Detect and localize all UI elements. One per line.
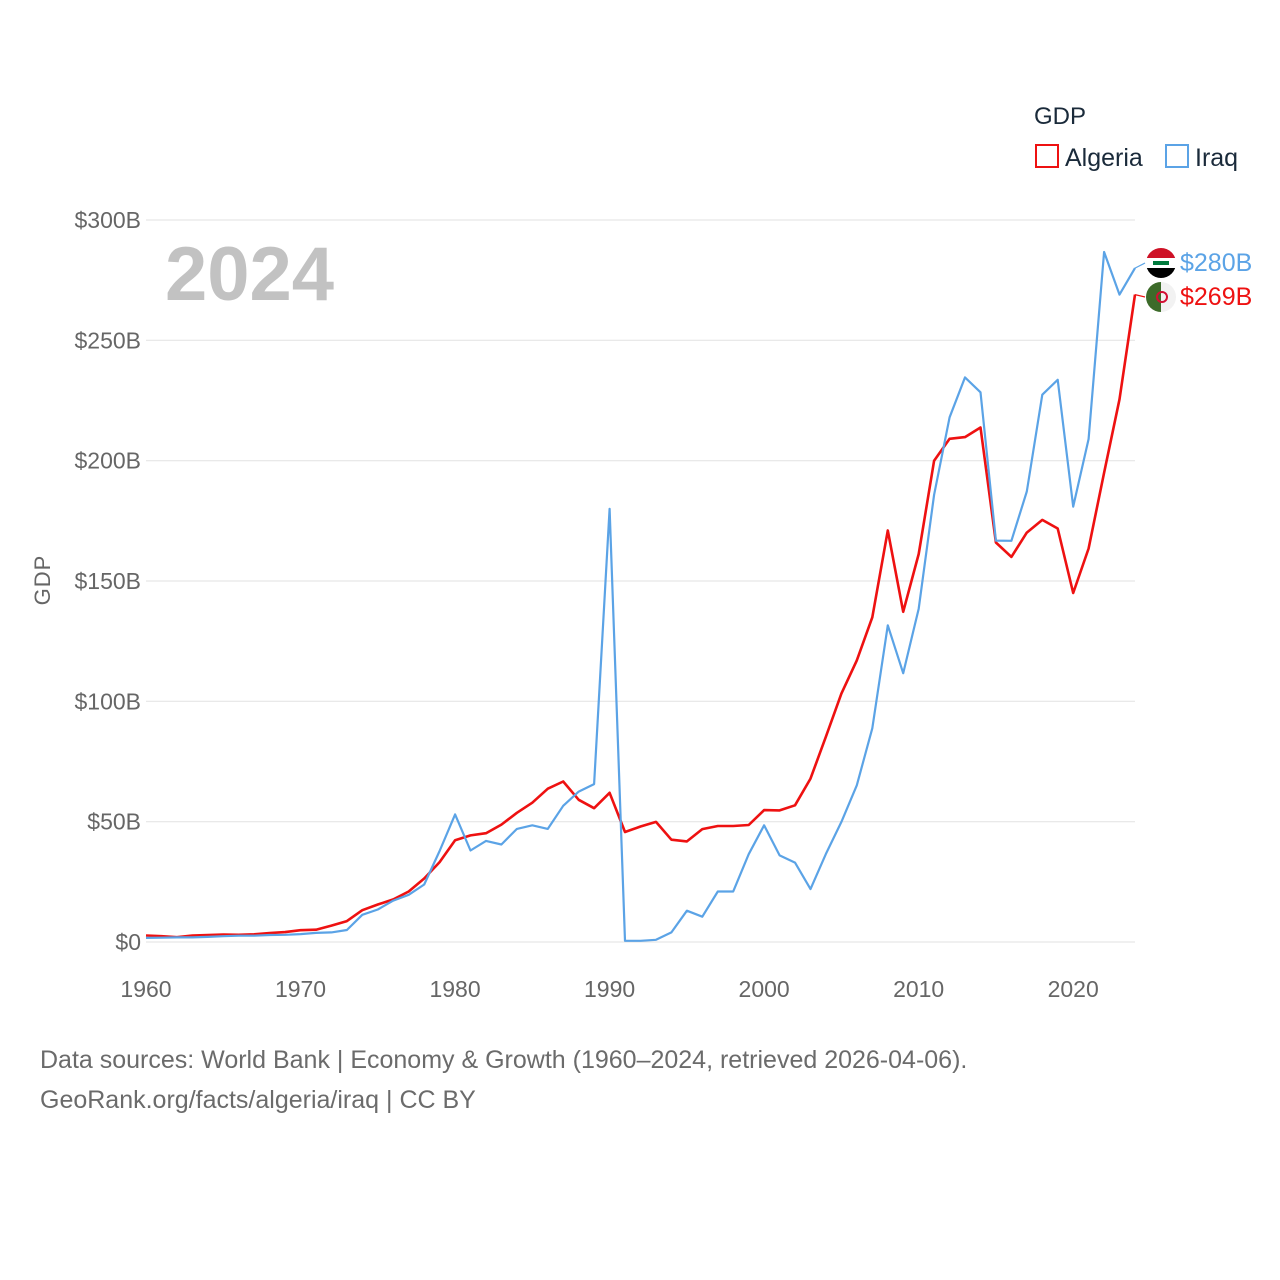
end-markers: $269B $280B — [1134, 248, 1252, 312]
grid-lines — [146, 219, 1135, 943]
legend-item-algeria[interactable]: Algeria — [1035, 144, 1143, 172]
end-connector-algeria — [1134, 294, 1146, 298]
x-tick-label: 2010 — [893, 976, 944, 1002]
y-tick-label: $100B — [74, 688, 141, 714]
end-value-label-iraq: $280B — [1180, 249, 1252, 277]
y-tick-label: $200B — [74, 448, 141, 474]
footer-sources: Data sources: World Bank | Economy & Gro… — [40, 1046, 968, 1074]
series-lines — [145, 250, 1137, 942]
x-tick-label: 1970 — [275, 976, 326, 1002]
x-tick-label: 2000 — [739, 976, 790, 1002]
legend: GDP Algeria Iraq — [1034, 103, 1238, 172]
year-watermark: 2024 — [165, 232, 334, 317]
legend-title: GDP — [1034, 103, 1086, 130]
y-axis-ticks: $0 $50B $100B $150B $200B $250B $300B — [74, 207, 141, 955]
x-tick-label: 1980 — [429, 976, 480, 1002]
series-line-algeria[interactable] — [145, 294, 1137, 939]
legend-swatch-iraq — [1165, 144, 1189, 168]
y-tick-label: $250B — [74, 327, 141, 353]
iraq-flag-icon — [1146, 248, 1176, 278]
legend-label-algeria: Algeria — [1065, 144, 1143, 172]
legend-label-iraq: Iraq — [1195, 144, 1238, 172]
y-axis-title: GDP — [30, 555, 55, 606]
legend-item-iraq[interactable]: Iraq — [1165, 144, 1238, 172]
x-axis-ticks: 1960 1970 1980 1990 2000 2010 2020 — [120, 976, 1098, 1002]
y-tick-label: $300B — [74, 207, 141, 233]
end-connector-iraq — [1134, 262, 1146, 269]
x-tick-label: 1960 — [120, 976, 171, 1002]
footer-link[interactable]: GeoRank.org/facts/algeria/iraq | CC BY — [40, 1086, 476, 1114]
x-tick-label: 1990 — [584, 976, 635, 1002]
series-line-iraq[interactable] — [145, 250, 1136, 942]
y-tick-label: $50B — [87, 809, 141, 835]
y-tick-label: $0 — [115, 929, 141, 955]
y-tick-label: $150B — [74, 568, 141, 594]
legend-swatch-algeria — [1035, 144, 1059, 168]
algeria-flag-icon — [1146, 282, 1176, 312]
footer: Data sources: World Bank | Economy & Gro… — [40, 1040, 967, 1120]
end-value-label-algeria: $269B — [1180, 283, 1252, 311]
x-tick-label: 2020 — [1048, 976, 1099, 1002]
